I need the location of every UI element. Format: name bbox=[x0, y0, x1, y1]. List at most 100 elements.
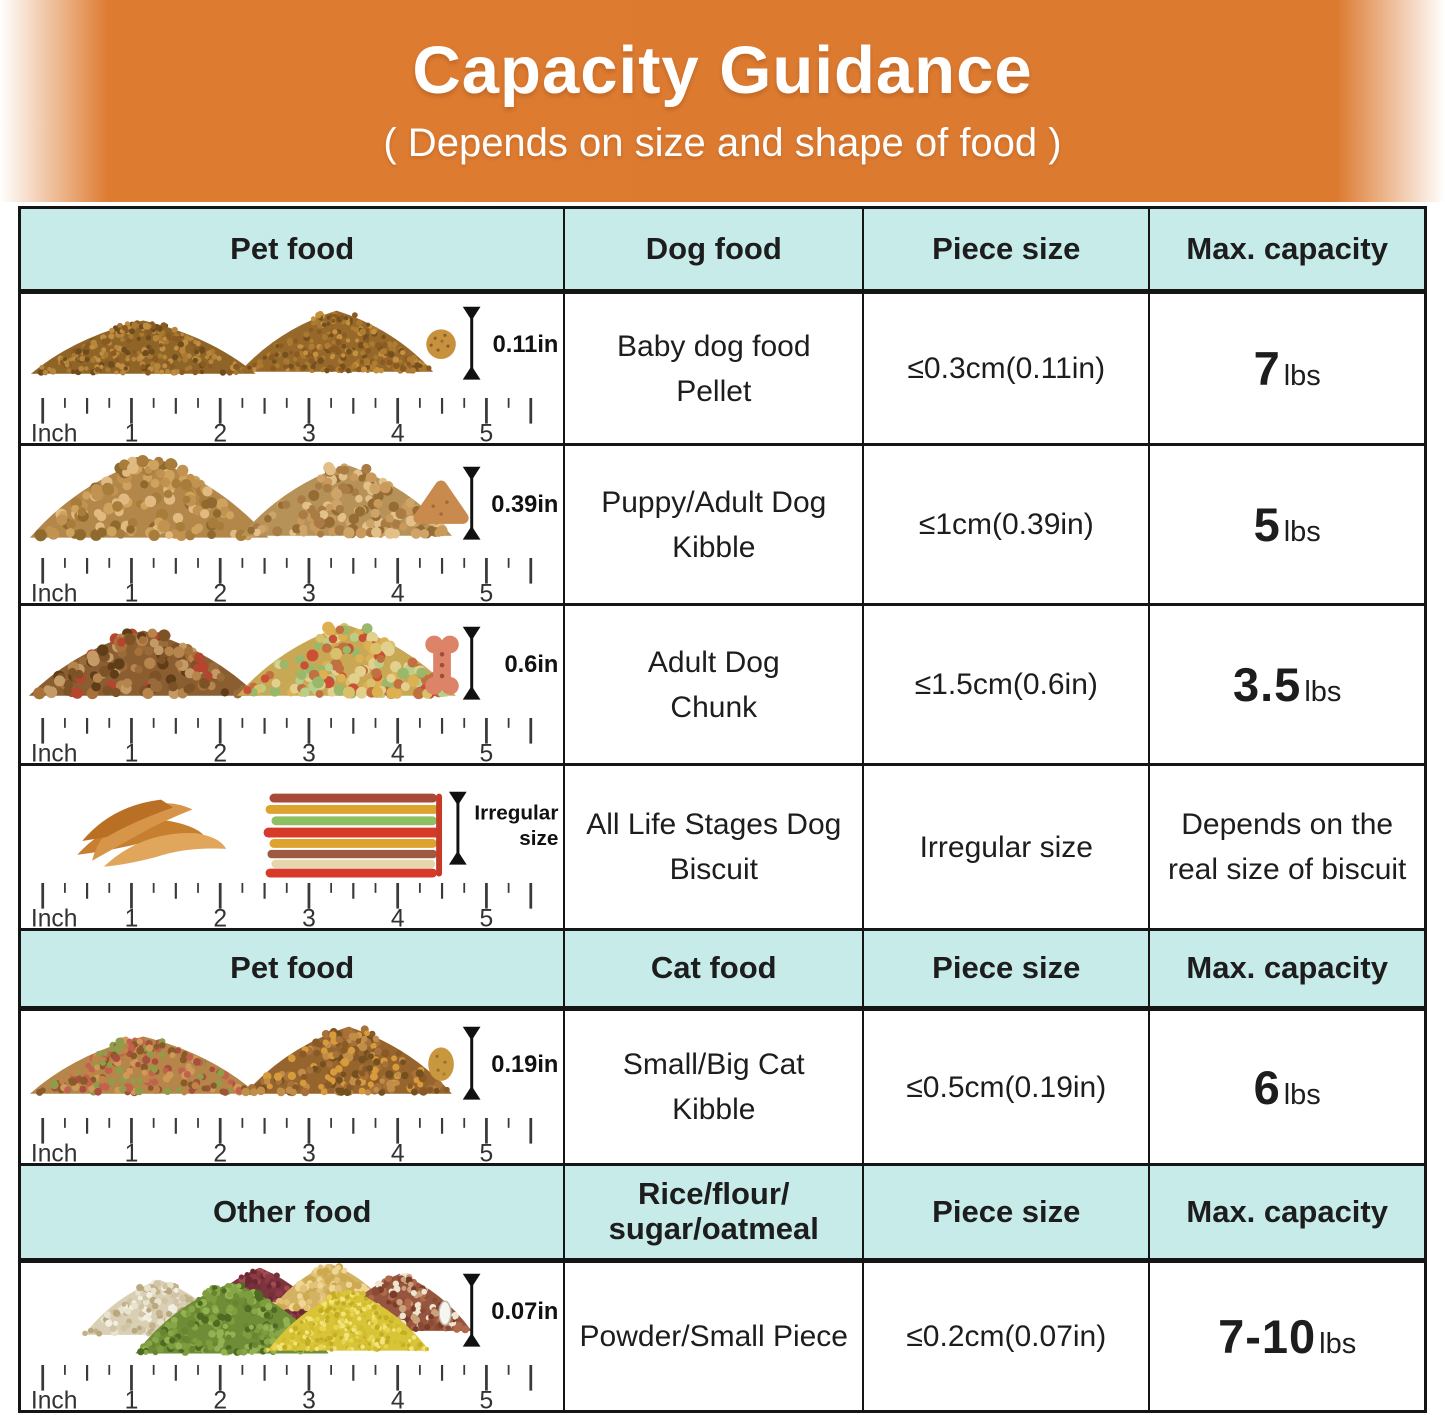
svg-text:2: 2 bbox=[213, 740, 227, 763]
svg-text:1: 1 bbox=[125, 1140, 139, 1163]
svg-text:3: 3 bbox=[302, 580, 316, 603]
food-name: Baby dog food Pellet bbox=[617, 329, 811, 408]
food-name-cell: Baby dog food Pellet bbox=[565, 294, 865, 446]
size-indicator-label: 0.19in bbox=[491, 1052, 558, 1078]
svg-text:2: 2 bbox=[213, 580, 227, 603]
food-name-cell: Adult Dog Chunk bbox=[565, 606, 865, 766]
piece-size-value: Irregular size bbox=[919, 830, 1093, 864]
capacity-cell: 3.5 lbs bbox=[1150, 606, 1424, 766]
chunk-piles-illustration: 0.6in bbox=[23, 606, 561, 716]
header-label: Dog food bbox=[645, 230, 782, 266]
table-header-max-capacity: Max. capacity bbox=[1150, 209, 1424, 294]
piece-size-cell: ≤0.3cm(0.11in) bbox=[864, 294, 1151, 446]
bone-biscuit-icon bbox=[425, 635, 459, 695]
food-image-cell: 0.39in Inch 1 2 3 4 5 bbox=[21, 446, 566, 606]
food-name: Small/Big Cat Kibble bbox=[622, 1048, 805, 1126]
food-name: All Life Stages Dog Biscuit bbox=[586, 808, 842, 886]
svg-text:5: 5 bbox=[480, 905, 494, 928]
biscuit-sticks-illustration bbox=[263, 793, 442, 878]
dimension-arrow-icon bbox=[462, 466, 481, 540]
capacity-value: 6 bbox=[1253, 1060, 1281, 1114]
svg-text:5: 5 bbox=[480, 740, 494, 763]
inch-ruler: Inch 1 2 3 4 5 bbox=[23, 396, 561, 443]
svg-text:Inch: Inch bbox=[31, 420, 78, 443]
header-label: Max. capacity bbox=[1186, 1193, 1388, 1229]
inch-ruler: Inch 1 2 3 4 5 bbox=[23, 1363, 561, 1410]
dimension-arrow-icon bbox=[448, 791, 467, 865]
svg-text:1: 1 bbox=[125, 905, 139, 928]
food-name-cell: Small/Big Cat Kibble bbox=[565, 1011, 865, 1166]
svg-text:3: 3 bbox=[302, 740, 316, 763]
cat-kibble-icon bbox=[428, 1047, 454, 1082]
svg-text:4: 4 bbox=[391, 1140, 405, 1163]
stick-icon bbox=[436, 793, 443, 877]
inch-ruler: Inch 1 2 3 4 5 bbox=[23, 881, 561, 928]
kibble-piles-illustration: 0.39in bbox=[23, 446, 561, 556]
pellet-icon bbox=[426, 329, 456, 360]
svg-text:Inch: Inch bbox=[31, 580, 78, 603]
capacity-value: 7-10 bbox=[1218, 1310, 1317, 1363]
food-name-cell: Powder/Small Piece bbox=[565, 1263, 865, 1410]
piece-size-cell: ≤0.2cm(0.07in) bbox=[864, 1263, 1151, 1410]
food-image-cell: 0.07in Inch 1 2 3 4 5 bbox=[21, 1263, 566, 1410]
inch-ruler: Inch 1 2 3 4 5 bbox=[23, 1116, 561, 1163]
header-label: Max. capacity bbox=[1186, 950, 1388, 986]
food-name: Powder/Small Piece bbox=[579, 1320, 848, 1353]
table-header-piece-size: Piece size bbox=[864, 1166, 1151, 1263]
food-image-cell: Irregular size Inch 1 2 3 4 5 bbox=[21, 766, 566, 931]
grain-piles-illustration: 0.07in bbox=[23, 1263, 561, 1363]
piece-size-cell: ≤1.5cm(0.6in) bbox=[864, 606, 1151, 766]
page-subtitle: ( Depends on size and shape of food ) bbox=[383, 120, 1062, 165]
grain-icon bbox=[438, 1300, 452, 1326]
svg-text:4: 4 bbox=[391, 580, 405, 603]
table-header-other-food: Other food bbox=[21, 1166, 566, 1263]
svg-text:3: 3 bbox=[302, 420, 316, 443]
svg-text:Inch: Inch bbox=[31, 1140, 78, 1163]
food-name: Adult Dog Chunk bbox=[647, 645, 780, 724]
capacity-unit: lbs bbox=[1283, 516, 1321, 548]
table-header-cat-food: Cat food bbox=[565, 931, 865, 1011]
pellet-piles-illustration: 0.11in bbox=[23, 294, 561, 396]
capacity-unit: lbs bbox=[1319, 1328, 1357, 1360]
svg-text:4: 4 bbox=[391, 420, 405, 443]
piece-size-value: ≤0.5cm(0.19in) bbox=[906, 1070, 1107, 1104]
capacity-cell: 6 lbs bbox=[1150, 1011, 1424, 1166]
capacity-cell: Depends on the real size of biscuit bbox=[1150, 766, 1424, 931]
inch-ruler: Inch 1 2 3 4 5 bbox=[23, 716, 561, 763]
piece-size-value: ≤0.2cm(0.07in) bbox=[906, 1320, 1107, 1353]
kibble-icon bbox=[413, 480, 469, 525]
svg-text:5: 5 bbox=[480, 1140, 494, 1163]
table-header-dog-food: Dog food bbox=[565, 209, 865, 294]
capacity-cell: 7-10 lbs bbox=[1150, 1263, 1424, 1410]
table-header-piece-size: Piece size bbox=[864, 931, 1151, 1011]
svg-text:Inch: Inch bbox=[31, 905, 78, 928]
capacity-table: Pet food Dog food Piece size Max. capaci… bbox=[18, 206, 1427, 1413]
dimension-arrow-icon bbox=[462, 1026, 481, 1100]
capacity-cell: 7 lbs bbox=[1150, 294, 1424, 446]
header-label: Rice/flour/ sugar/oatmeal bbox=[608, 1176, 819, 1246]
dimension-arrow-icon bbox=[462, 306, 481, 380]
svg-text:Inch: Inch bbox=[31, 740, 78, 763]
inch-ruler: Inch 1 2 3 4 5 bbox=[23, 556, 561, 603]
svg-text:1: 1 bbox=[125, 1387, 139, 1410]
jerky-illustration bbox=[77, 799, 227, 867]
header-label: Max. capacity bbox=[1186, 230, 1388, 266]
food-image-cell: 0.11in Inch 1 2 3 4 5 bbox=[21, 294, 566, 446]
header-label: Cat food bbox=[650, 950, 777, 986]
svg-text:4: 4 bbox=[391, 1387, 405, 1410]
capacity-note: Depends on the real size of biscuit bbox=[1167, 808, 1407, 886]
dimension-arrow-icon bbox=[462, 626, 481, 700]
size-indicator-label: Irregular size bbox=[474, 802, 558, 851]
page-title: Capacity Guidance bbox=[412, 33, 1033, 109]
svg-text:1: 1 bbox=[125, 740, 139, 763]
table-header-pet-food: Pet food bbox=[21, 931, 566, 1011]
svg-text:1: 1 bbox=[125, 580, 139, 603]
dimension-arrow-icon bbox=[462, 1273, 481, 1347]
header-label: Piece size bbox=[932, 950, 1081, 986]
piece-size-cell: ≤1cm(0.39in) bbox=[864, 446, 1151, 606]
capacity-unit: lbs bbox=[1283, 360, 1321, 392]
piece-size-value: ≤1.5cm(0.6in) bbox=[914, 668, 1098, 701]
svg-text:5: 5 bbox=[480, 420, 494, 443]
food-name-cell: All Life Stages Dog Biscuit bbox=[565, 766, 865, 931]
table-header-pet-food: Pet food bbox=[21, 209, 566, 294]
